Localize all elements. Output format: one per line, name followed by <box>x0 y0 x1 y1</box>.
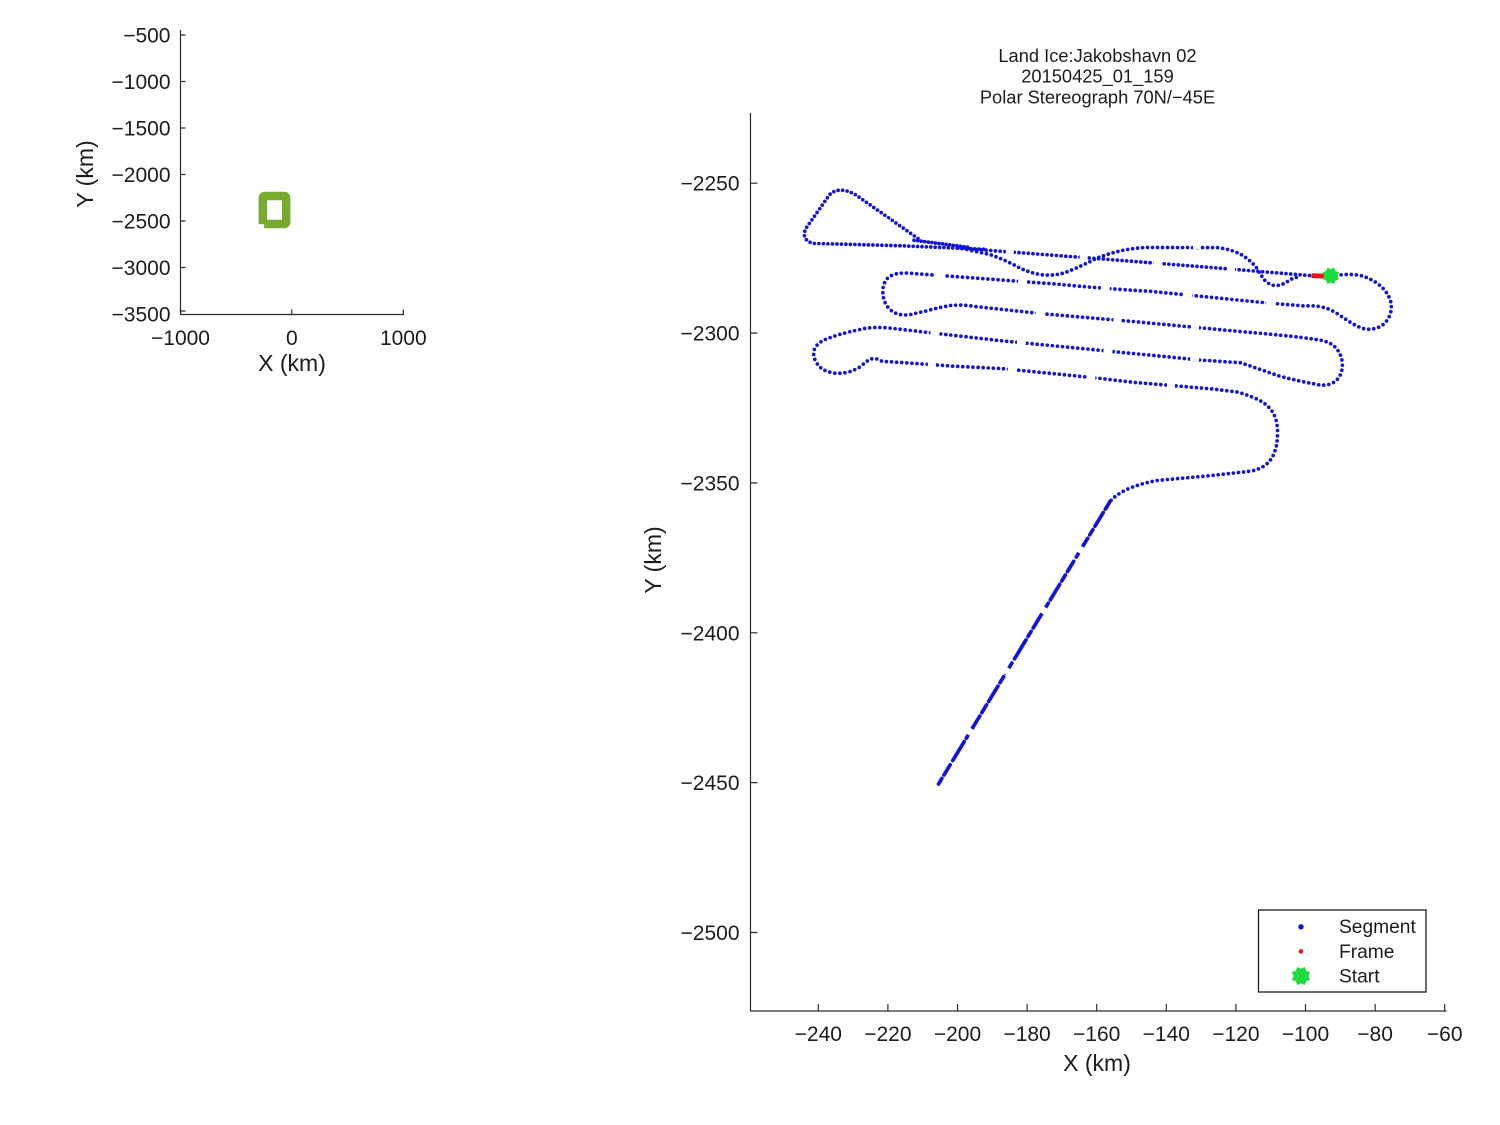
svg-text:−2000: −2000 <box>112 164 171 187</box>
svg-text:−80: −80 <box>1357 1023 1393 1046</box>
svg-text:−140: −140 <box>1143 1023 1190 1046</box>
svg-text:1000: 1000 <box>380 327 427 350</box>
svg-text:−240: −240 <box>795 1023 842 1046</box>
svg-text:−2500: −2500 <box>112 211 171 234</box>
svg-text:−2350: −2350 <box>681 472 740 495</box>
svg-text:−220: −220 <box>864 1023 911 1046</box>
svg-text:Land Ice:Jakobshavn 02: Land Ice:Jakobshavn 02 <box>998 45 1196 66</box>
svg-text:−1000: −1000 <box>112 71 171 94</box>
svg-text:−3000: −3000 <box>112 257 171 280</box>
svg-text:−2250: −2250 <box>681 173 740 196</box>
svg-text:−2300: −2300 <box>681 323 740 346</box>
svg-text:X (km): X (km) <box>1063 1050 1131 1076</box>
svg-text:Y (km): Y (km) <box>72 140 98 207</box>
svg-text:−1000: −1000 <box>151 327 210 350</box>
svg-text:Start: Start <box>1339 966 1380 987</box>
svg-text:−2500: −2500 <box>681 922 740 945</box>
svg-text:0: 0 <box>286 327 298 350</box>
svg-text:−2400: −2400 <box>681 622 740 645</box>
svg-text:−160: −160 <box>1073 1023 1120 1046</box>
svg-text:−500: −500 <box>123 25 170 48</box>
svg-text:Frame: Frame <box>1339 942 1394 963</box>
svg-text:Segment: Segment <box>1339 917 1416 938</box>
svg-text:X (km): X (km) <box>258 350 326 376</box>
svg-text:−60: −60 <box>1427 1023 1463 1046</box>
svg-text:20150425_01_159: 20150425_01_159 <box>1021 66 1174 88</box>
svg-text:−180: −180 <box>1003 1023 1050 1046</box>
svg-text:−2450: −2450 <box>681 772 740 795</box>
svg-text:−3500: −3500 <box>112 304 171 327</box>
svg-text:Y (km): Y (km) <box>640 526 666 593</box>
svg-text:−120: −120 <box>1212 1023 1259 1046</box>
svg-text:−1500: −1500 <box>112 118 171 141</box>
svg-text:−200: −200 <box>934 1023 981 1046</box>
svg-text:−100: −100 <box>1282 1023 1329 1046</box>
svg-text:Polar Stereograph 70N/−45E: Polar Stereograph 70N/−45E <box>980 87 1215 108</box>
